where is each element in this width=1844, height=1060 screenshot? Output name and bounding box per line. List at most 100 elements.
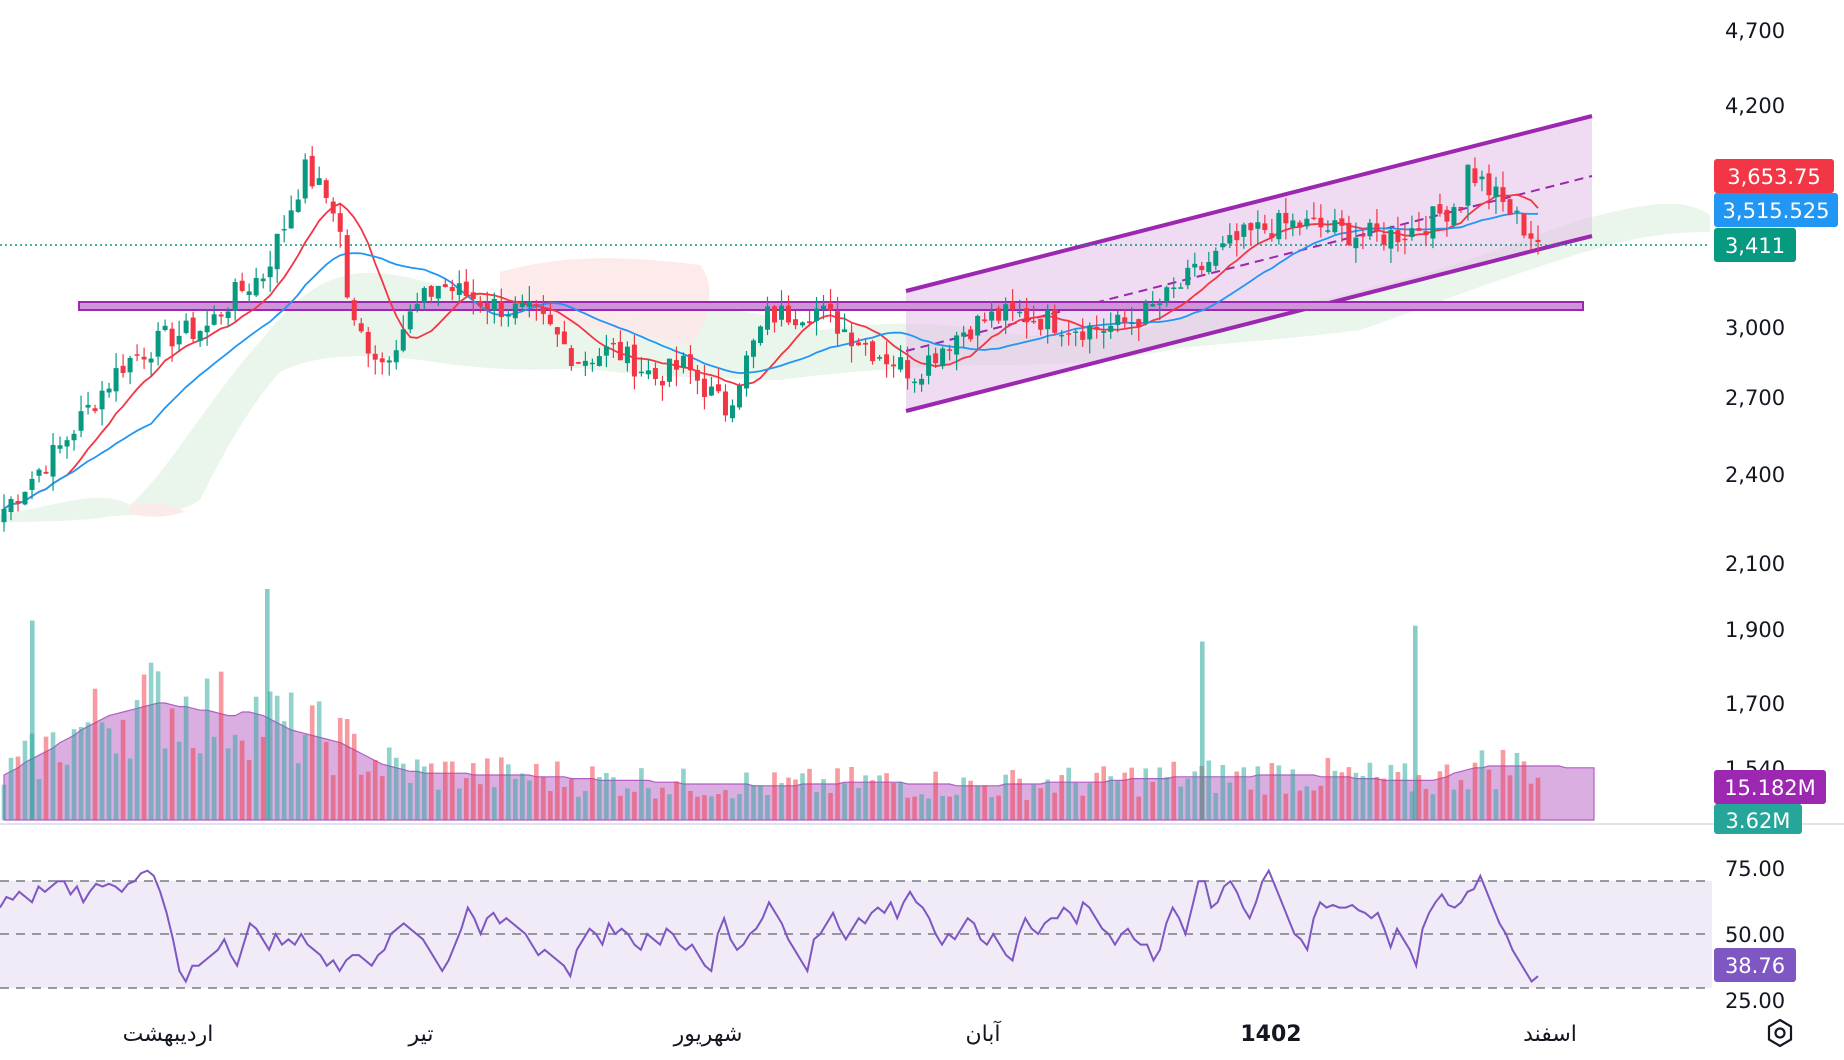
price-tick-label: 2,400 xyxy=(1725,463,1785,487)
volume-bar xyxy=(386,747,392,820)
volume-bar xyxy=(1157,767,1163,820)
candle-body xyxy=(1311,217,1317,220)
price-tick-label: 4,200 xyxy=(1725,94,1785,118)
volume-bar xyxy=(1024,800,1029,820)
volume-bar xyxy=(302,734,308,820)
trend-channel[interactable] xyxy=(905,114,1593,413)
rsi-badge: 38.76 xyxy=(1714,948,1796,982)
volume-bar xyxy=(379,776,385,820)
candle-body xyxy=(715,384,721,392)
candle-body xyxy=(141,356,147,360)
candle-body xyxy=(1066,333,1072,335)
candle-body xyxy=(1493,186,1499,198)
candle-body xyxy=(849,332,855,347)
volume-bar xyxy=(842,783,847,820)
volume-bar xyxy=(863,775,868,820)
candle-body xyxy=(645,370,651,375)
volume-bar xyxy=(590,766,595,820)
last-price-badge: 3,411 xyxy=(1714,228,1796,262)
price-tick-label: 1,700 xyxy=(1725,692,1785,716)
volume-bar xyxy=(520,773,525,820)
volume-bar xyxy=(961,777,966,820)
volume-bar xyxy=(358,774,364,820)
chart-settings-icon[interactable] xyxy=(1767,1018,1793,1048)
moving-averages xyxy=(3,193,1539,510)
volume-bar xyxy=(1465,789,1471,820)
candle-body xyxy=(982,319,988,322)
volume-badge-text: 3.62M xyxy=(1726,809,1791,833)
volume-bar xyxy=(709,796,714,820)
candle-body xyxy=(57,445,63,449)
candle-body xyxy=(631,344,637,377)
volume-bar xyxy=(1507,775,1513,820)
volume-bar xyxy=(1367,762,1373,820)
rsi-badge-text: 38.76 xyxy=(1725,954,1785,978)
candle-body xyxy=(891,364,897,367)
candle-body xyxy=(442,284,448,288)
volume-bar xyxy=(372,759,378,820)
candle-body xyxy=(1248,223,1254,231)
volume-bar xyxy=(225,748,231,820)
volume-bar xyxy=(1171,761,1177,820)
volume-bar xyxy=(1409,791,1415,820)
volume-bar xyxy=(218,671,224,820)
candle-body xyxy=(204,325,210,333)
candle-body xyxy=(386,360,392,363)
candle-body xyxy=(29,478,35,490)
candle-body xyxy=(1318,217,1324,228)
rsi-line xyxy=(0,868,1539,984)
candle-body xyxy=(1479,176,1485,180)
candle-body xyxy=(1052,309,1058,333)
candle-body xyxy=(610,342,616,345)
rsi-tick-label: 50.00 xyxy=(1725,923,1785,947)
candle-body xyxy=(162,325,168,330)
volume-bar xyxy=(148,662,154,820)
volume-bar xyxy=(471,763,476,820)
candle-body xyxy=(940,348,946,367)
candle-body xyxy=(1486,173,1492,196)
candle-body xyxy=(1500,187,1506,202)
volume-bar xyxy=(176,741,182,820)
candle-body xyxy=(617,341,623,361)
candle-body xyxy=(1164,287,1170,302)
volume-bar xyxy=(835,768,840,820)
candle-body xyxy=(1423,231,1429,236)
volume-bar xyxy=(190,748,196,820)
volume-bar xyxy=(428,763,434,820)
candle-body xyxy=(828,303,834,311)
time-axis[interactable]: اردیبهشت تیر شهریور آبان 1402 اسفند xyxy=(123,1020,1577,1047)
candle-body xyxy=(1115,314,1121,325)
volume-bar xyxy=(1402,763,1408,820)
volume-bar xyxy=(884,773,889,820)
volume-bar xyxy=(646,788,651,820)
volume-bar xyxy=(316,701,322,820)
candle-body xyxy=(1094,327,1100,330)
candle-body xyxy=(1129,322,1135,325)
ma-short-line xyxy=(3,212,1539,510)
price-axis[interactable]: 4,700 4,200 3,000 2,700 2,400 2,100 1,900 1,700… xyxy=(1725,19,1785,781)
volume-bar xyxy=(877,775,882,820)
candle-body xyxy=(106,388,112,393)
volume-bar xyxy=(1234,771,1240,820)
volume-bar xyxy=(891,783,896,820)
volume-bar xyxy=(618,795,623,820)
candle-body xyxy=(1185,267,1191,286)
rsi-axis[interactable]: 75.00 50.00 25.00 xyxy=(1725,857,1785,1013)
volume-bar xyxy=(288,692,294,820)
candle-body xyxy=(856,342,862,346)
candle-body xyxy=(344,235,350,298)
candle-body xyxy=(772,306,778,323)
volume-bar xyxy=(716,794,721,820)
volume-bar xyxy=(632,791,637,820)
volume-bar xyxy=(50,732,56,820)
candle-body xyxy=(85,404,91,408)
volume-bar xyxy=(365,771,371,820)
candle-body xyxy=(1367,222,1373,237)
volume-bar xyxy=(933,771,938,820)
candle-body xyxy=(365,332,371,354)
volume-bar xyxy=(400,763,406,820)
candle-body xyxy=(113,368,119,392)
volume-bar xyxy=(1045,779,1050,820)
volume-bar xyxy=(106,728,112,820)
